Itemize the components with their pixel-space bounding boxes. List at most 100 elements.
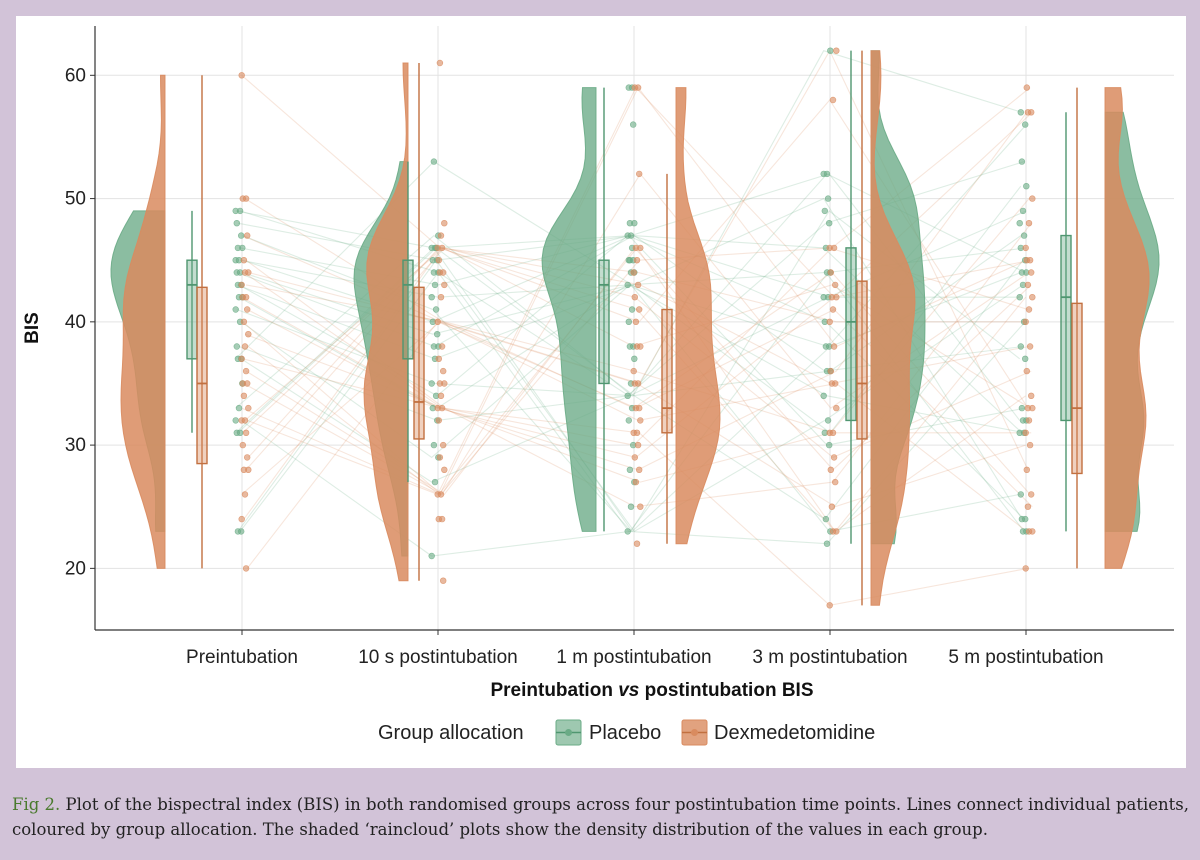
- data-point-placebo: [239, 244, 246, 252]
- data-point-placebo: [1019, 528, 1027, 535]
- data-point-placebo: [1017, 109, 1024, 116]
- box-iqr-dexmedetomidine-4: [1071, 302, 1083, 475]
- data-point-dexmedetomidine: [635, 170, 643, 178]
- figure-panel: 20 30 40 50 60 Preintubation 10 s postintubat…: [16, 16, 1186, 768]
- box-iqr-placebo-3: [845, 247, 857, 422]
- data-point-placebo: [430, 158, 438, 165]
- density-cloud-dexmedetomidine-2: [675, 87, 721, 545]
- data-point-dexmedetomidine: [1024, 109, 1032, 116]
- data-point-dexmedetomidine: [238, 72, 245, 79]
- data-point-dexmedetomidine: [437, 294, 445, 301]
- data-point-dexmedetomidine: [829, 96, 837, 104]
- data-point-dexmedetomidine: [1027, 491, 1035, 498]
- data-point-placebo: [232, 417, 239, 424]
- legend-swatch-dot-placebo: [565, 729, 572, 736]
- data-point-dexmedetomidine: [1023, 257, 1030, 264]
- y-tick-label-60: 60: [65, 65, 86, 86]
- data-point-dexmedetomidine: [827, 367, 834, 375]
- data-point-placebo: [1018, 515, 1026, 523]
- data-point-placebo: [825, 220, 833, 227]
- data-point-placebo: [624, 281, 631, 289]
- y-axis-label: BIS: [22, 312, 43, 344]
- data-point-placebo: [431, 478, 439, 486]
- data-point-placebo: [1019, 417, 1027, 424]
- data-point-dexmedetomidine: [438, 343, 446, 350]
- data-point-dexmedetomidine: [631, 454, 638, 461]
- x-tick-label-0: Preintubation: [186, 647, 298, 668]
- data-point-dexmedetomidine: [633, 540, 641, 547]
- data-point-dexmedetomidine: [438, 244, 446, 252]
- data-point-placebo: [1021, 355, 1029, 362]
- data-point-dexmedetomidine: [239, 441, 247, 449]
- data-point-placebo: [824, 195, 832, 202]
- data-point-dexmedetomidine: [631, 84, 638, 91]
- box-iqr-placebo-4: [1060, 234, 1072, 422]
- data-point-dexmedetomidine: [1026, 441, 1034, 449]
- grid: [95, 26, 1174, 630]
- data-point-placebo: [823, 540, 831, 547]
- data-point-placebo: [233, 220, 241, 227]
- data-point-dexmedetomidine: [238, 355, 245, 362]
- data-point-placebo: [1017, 343, 1024, 350]
- data-point-dexmedetomidine: [630, 269, 637, 276]
- data-point-dexmedetomidine: [1023, 84, 1030, 91]
- data-point-placebo: [1017, 491, 1024, 498]
- data-point-dexmedetomidine: [434, 318, 441, 325]
- data-point-dexmedetomidine: [241, 269, 249, 276]
- data-point-placebo: [625, 84, 632, 91]
- legend-key-placebo: [555, 719, 582, 746]
- data-points: [232, 47, 1036, 609]
- data-point-placebo: [236, 207, 244, 215]
- data-point-dexmedetomidine: [1027, 269, 1035, 276]
- data-point-dexmedetomidine: [829, 528, 837, 535]
- data-point-placebo: [1016, 294, 1023, 301]
- data-point-placebo: [238, 232, 245, 239]
- data-point-dexmedetomidine: [833, 47, 840, 54]
- data-point-dexmedetomidine: [245, 404, 252, 412]
- data-point-dexmedetomidine: [436, 454, 444, 461]
- data-point-dexmedetomidine: [1023, 466, 1030, 473]
- density-cloud-dexmedetomidine-3: [870, 50, 916, 606]
- x-tick-label-4: 5 m postintubation: [948, 647, 1103, 668]
- data-point-placebo: [822, 343, 830, 350]
- x-tick-label-1: 10 s postintubation: [358, 647, 518, 668]
- data-point-dexmedetomidine: [1029, 294, 1036, 301]
- data-point-placebo: [1018, 158, 1026, 165]
- data-point-placebo: [627, 503, 635, 510]
- box-iqr-placebo-2: [598, 259, 610, 385]
- data-point-placebo: [624, 392, 631, 399]
- data-point-dexmedetomidine: [637, 503, 644, 510]
- data-point-dexmedetomidine: [630, 429, 637, 436]
- data-point-dexmedetomidine: [828, 503, 836, 510]
- data-point-dexmedetomidine: [240, 318, 248, 325]
- data-point-placebo: [825, 441, 833, 449]
- data-point-dexmedetomidine: [435, 417, 442, 424]
- density-cloud-placebo-2: [541, 87, 597, 532]
- data-point-dexmedetomidine: [1024, 281, 1032, 289]
- data-point-dexmedetomidine: [1025, 528, 1033, 535]
- data-point-dexmedetomidine: [1025, 220, 1033, 227]
- caption-label: Fig 2.: [12, 795, 61, 814]
- data-point-dexmedetomidine: [634, 441, 642, 449]
- data-point-placebo: [626, 257, 634, 264]
- data-point-placebo: [625, 417, 632, 424]
- x-tick-label-3: 3 m postintubation: [752, 647, 907, 668]
- data-point-dexmedetomidine: [632, 404, 640, 412]
- data-point-dexmedetomidine: [242, 565, 250, 572]
- data-point-placebo: [1021, 121, 1029, 128]
- data-point-dexmedetomidine: [633, 343, 641, 350]
- box-iqr-dexmedetomidine-0: [196, 286, 208, 465]
- data-point-placebo: [1023, 183, 1030, 190]
- data-point-placebo: [822, 515, 830, 523]
- data-point-placebo: [821, 207, 828, 215]
- legend-label-dexmedetomidine: Dexmedetomidine: [714, 722, 875, 744]
- data-point-placebo: [1018, 404, 1026, 412]
- data-point-dexmedetomidine: [240, 257, 248, 264]
- data-point-dexmedetomidine: [831, 478, 839, 486]
- data-point-dexmedetomidine: [244, 306, 251, 313]
- data-point-dexmedetomidine: [631, 294, 638, 301]
- legend: Group allocation Placebo Dexmedetomidine: [378, 719, 875, 746]
- data-point-placebo: [235, 404, 243, 412]
- data-point-dexmedetomidine: [826, 318, 833, 325]
- data-point-dexmedetomidine: [830, 244, 838, 252]
